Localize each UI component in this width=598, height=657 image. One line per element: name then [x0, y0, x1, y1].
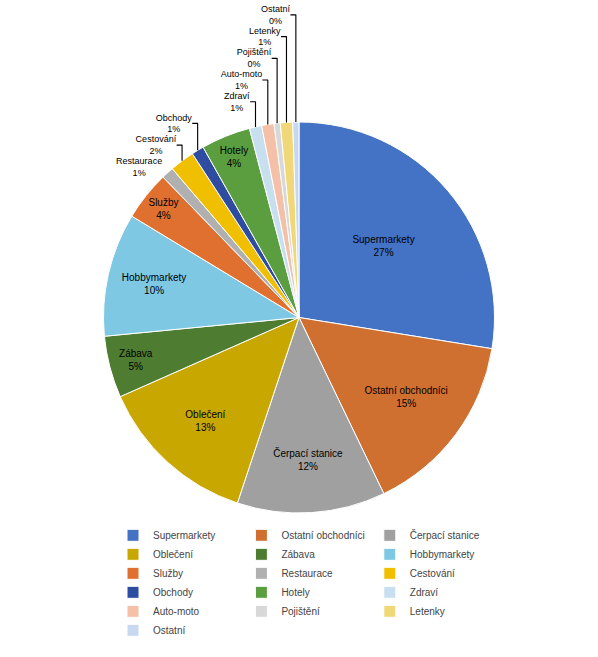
svg-text:Pojištění: Pojištění: [281, 606, 320, 617]
svg-text:Čerpací stanice: Čerpací stanice: [410, 529, 480, 541]
svg-text:Ostatní0%: Ostatní0%: [261, 4, 291, 26]
svg-text:Ostatní: Ostatní: [153, 625, 185, 636]
svg-text:Zdraví1%: Zdraví1%: [224, 91, 250, 113]
svg-text:Hobbymarkety: Hobbymarkety: [410, 549, 474, 560]
svg-text:Čerpací stanice12%: Čerpací stanice12%: [273, 447, 343, 472]
svg-text:Restaurace1%: Restaurace1%: [116, 156, 162, 178]
svg-text:Zábava: Zábava: [281, 549, 315, 560]
svg-text:Služby4%: Služby4%: [148, 197, 178, 221]
svg-text:Ostatní obchodníci: Ostatní obchodníci: [281, 530, 364, 541]
svg-text:Zdraví: Zdraví: [410, 587, 439, 598]
svg-text:Ostatní obchodníci15%: Ostatní obchodníci15%: [364, 385, 447, 409]
svg-text:Cestování2%: Cestování2%: [136, 134, 177, 156]
svg-text:Supermarkety: Supermarkety: [153, 530, 215, 541]
svg-text:Hotely4%: Hotely4%: [220, 145, 248, 169]
svg-text:Hobbymarkety10%: Hobbymarkety10%: [122, 272, 186, 296]
svg-text:Oblečení: Oblečení: [153, 549, 193, 560]
svg-text:Restaurace: Restaurace: [281, 568, 333, 579]
svg-text:Supermarkety27%: Supermarkety27%: [352, 234, 414, 258]
svg-text:Hotely: Hotely: [281, 587, 309, 598]
svg-text:Obchody: Obchody: [153, 587, 193, 598]
svg-text:Auto-moto: Auto-moto: [153, 606, 200, 617]
svg-text:Letenky: Letenky: [410, 606, 445, 617]
svg-text:Cestování: Cestování: [410, 568, 455, 579]
svg-text:Služby: Služby: [153, 568, 183, 579]
svg-text:Letenky1%: Letenky1%: [249, 26, 281, 48]
svg-text:Zábava5%: Zábava5%: [119, 348, 153, 372]
svg-text:Oblečení13%: Oblečení13%: [185, 409, 225, 433]
svg-text:Obchody1%: Obchody1%: [156, 113, 193, 135]
svg-text:Pojištění0%: Pojištění0%: [237, 47, 272, 69]
svg-text:Auto-moto1%: Auto-moto1%: [221, 69, 263, 91]
